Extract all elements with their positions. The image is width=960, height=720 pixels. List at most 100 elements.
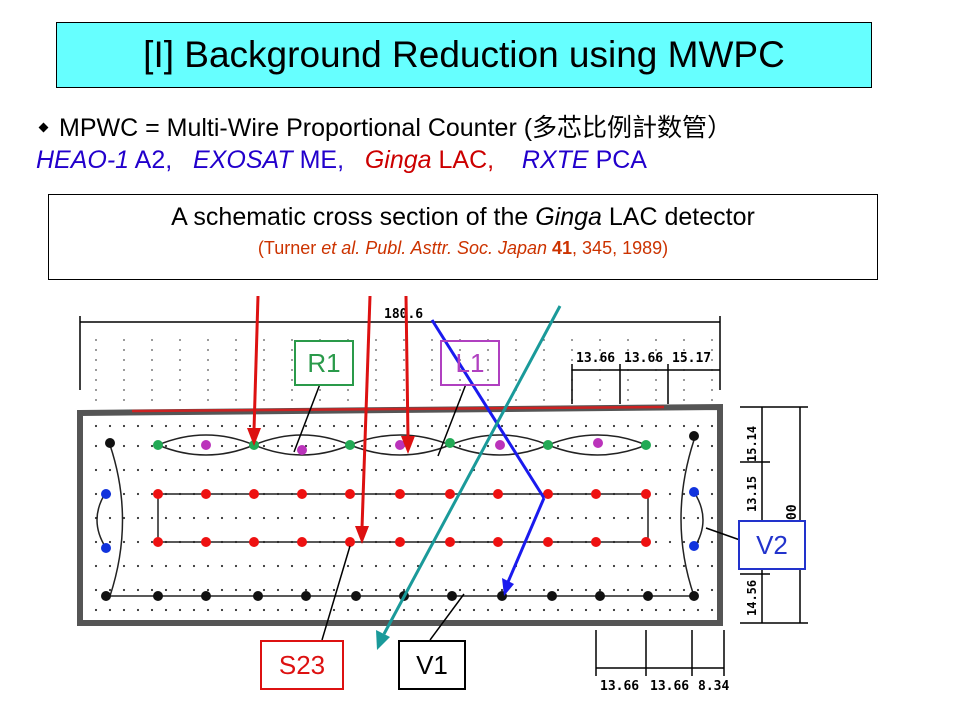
grid-dot — [122, 492, 126, 496]
grid-dot — [346, 516, 350, 520]
grid-dot — [654, 564, 658, 568]
grid-dot — [388, 588, 392, 592]
grid-dot — [682, 608, 686, 612]
grid-dot — [403, 389, 405, 391]
label-v2: V2 — [738, 520, 806, 570]
grid-dot — [374, 468, 378, 472]
grid-dot — [710, 444, 714, 448]
grid-dot — [655, 379, 657, 381]
grid-dot — [122, 516, 126, 520]
grid-dot — [95, 349, 97, 351]
grid-dot — [136, 492, 140, 496]
grid-dot — [304, 564, 308, 568]
grid-dot — [304, 608, 308, 612]
caption-box: A schematic cross section of the Ginga L… — [48, 194, 878, 280]
grid-dot — [528, 564, 532, 568]
grid-dot — [710, 468, 714, 472]
grid-dot — [179, 379, 181, 381]
grid-dot — [710, 516, 714, 520]
grid-dot — [626, 564, 630, 568]
grid-dot — [304, 516, 308, 520]
mission-name-exosat: EXOSAT — [193, 146, 293, 174]
grid-dot — [346, 424, 350, 428]
mission-name-heao: HEAO-1 — [36, 146, 130, 174]
grid-dot — [459, 369, 461, 371]
grid-dot — [150, 608, 154, 612]
grid-dot — [570, 516, 574, 520]
ref-suffix: , 345, 1989) — [572, 238, 669, 258]
grid-dot — [178, 588, 182, 592]
grid-dot — [220, 608, 224, 612]
grid-dot — [570, 608, 574, 612]
grid-dot — [543, 359, 545, 361]
grid-dot — [458, 564, 462, 568]
veto-wire-bottom — [351, 591, 361, 601]
grid-dot — [683, 349, 685, 351]
anode-wire-s3 — [249, 537, 259, 547]
grid-dot — [710, 492, 714, 496]
grid-dot — [346, 588, 350, 592]
grid-dot — [416, 608, 420, 612]
grid-dot — [640, 608, 644, 612]
grid-dot — [262, 468, 266, 472]
grid-dot — [402, 468, 406, 472]
anode-wire-r — [445, 438, 455, 448]
grid-dot — [514, 468, 518, 472]
grid-dot — [179, 359, 181, 361]
grid-dot — [360, 424, 364, 428]
grid-dot — [682, 588, 686, 592]
anode-wire-r — [543, 440, 553, 450]
grid-dot — [150, 516, 154, 520]
anode-wire-s2 — [641, 489, 651, 499]
grid-dot — [403, 349, 405, 351]
grid-dot — [192, 424, 196, 428]
grid-dot — [598, 608, 602, 612]
teal-track — [382, 305, 562, 635]
grid-dot — [95, 369, 97, 371]
dimension-lines — [79, 316, 808, 676]
grid-dot — [388, 468, 392, 472]
grid-dot — [486, 468, 490, 472]
dim-bottom-1: 13.66 — [600, 679, 639, 694]
grid-dot — [207, 369, 209, 371]
grid-dot — [95, 399, 97, 401]
grid-dot — [458, 516, 462, 520]
grid-dot — [220, 588, 224, 592]
veto-wire-bottom — [447, 591, 457, 601]
grid-dot — [598, 424, 602, 428]
grid-dot — [95, 339, 97, 341]
grid-dot — [164, 424, 168, 428]
grid-dot — [599, 389, 601, 391]
grid-dot — [514, 444, 518, 448]
grid-dot — [571, 339, 573, 341]
anode-wire-r — [641, 440, 651, 450]
grid-dot — [347, 399, 349, 401]
grid-dot — [584, 424, 588, 428]
grid-dot — [220, 424, 224, 428]
grid-dot — [150, 564, 154, 568]
grid-dot — [584, 516, 588, 520]
grid-dot — [472, 444, 476, 448]
grid-dot — [570, 564, 574, 568]
grid-dot — [570, 444, 574, 448]
grid-dot — [416, 424, 420, 428]
grid-dot — [626, 468, 630, 472]
grid-dot — [192, 564, 196, 568]
grid-dot — [108, 540, 112, 544]
dim-top-2: 13.66 — [624, 351, 663, 366]
grid-dot — [108, 608, 112, 612]
caption-reference: (Turner et al. Publ. Asttr. Soc. Japan 4… — [49, 238, 877, 259]
grid-dot — [95, 389, 97, 391]
grid-dot — [403, 369, 405, 371]
grid-dot — [235, 399, 237, 401]
grid-dot — [332, 468, 336, 472]
grid-dot — [487, 379, 489, 381]
grid-dot — [598, 468, 602, 472]
grid-dot — [346, 468, 350, 472]
grid-dot — [332, 588, 336, 592]
grid-dot — [654, 444, 658, 448]
grid-dot — [319, 399, 321, 401]
grid-dot — [262, 424, 266, 428]
grid-dot — [626, 608, 630, 612]
grid-dot — [403, 379, 405, 381]
